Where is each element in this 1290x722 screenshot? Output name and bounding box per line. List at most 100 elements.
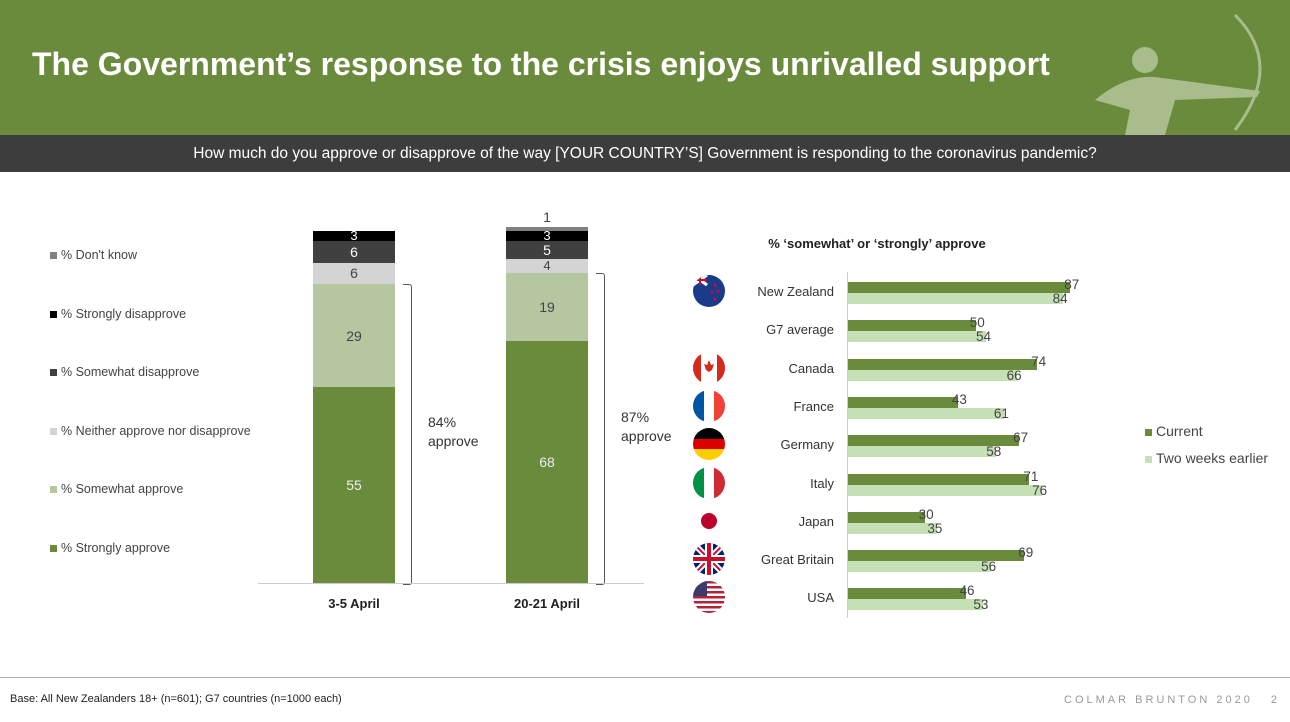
data-label: 19 xyxy=(539,299,555,316)
data-label: 30 xyxy=(918,506,934,522)
legend-swatch xyxy=(50,427,57,435)
brand-name: COLMAR BRUNTON 2020 xyxy=(1064,694,1253,706)
data-label: 61 xyxy=(993,405,1009,421)
legend-item: % Strongly disapprove xyxy=(50,307,186,321)
data-label: 6 xyxy=(350,243,358,260)
legend-item: % Strongly approve xyxy=(50,541,170,555)
country-label: Canada xyxy=(788,360,834,376)
bar-two-weeks-earlier xyxy=(848,369,1017,381)
bar-current xyxy=(848,320,976,332)
data-label: 87 xyxy=(1064,277,1080,292)
data-label: 56 xyxy=(981,559,997,575)
legend-item: Two weeks earlier xyxy=(1145,450,1268,466)
data-label: 4 xyxy=(543,258,551,274)
approve-percent: 87% xyxy=(621,409,650,426)
bar-current xyxy=(848,550,1025,562)
approve-bracket xyxy=(403,283,412,585)
us-flag-icon xyxy=(693,581,725,614)
bar-segment: 4 xyxy=(506,258,588,274)
legend-item: % Somewhat disapprove xyxy=(50,365,199,379)
legend-item: Current xyxy=(1145,423,1203,439)
approve-text: approve xyxy=(621,428,672,445)
bar-segment: 5 xyxy=(506,241,588,260)
approve-percent: 84% xyxy=(428,414,457,431)
data-label: 5 xyxy=(543,242,551,259)
jp-flag-icon xyxy=(693,504,725,537)
data-label: 50 xyxy=(969,315,985,331)
bar-segment: 55 xyxy=(313,387,395,583)
fr-flag-icon xyxy=(693,389,725,422)
legend-label: % Strongly disapprove xyxy=(61,306,187,321)
country-label: USA xyxy=(807,590,834,606)
bar-two-weeks-earlier xyxy=(848,484,1043,496)
gb-flag-icon xyxy=(693,543,725,576)
footer-divider xyxy=(0,677,1290,678)
data-label: 71 xyxy=(1023,468,1039,484)
bar-two-weeks-earlier xyxy=(848,293,1063,304)
data-label: 74 xyxy=(1031,353,1047,369)
legend-label: % Neither approve nor disapprove xyxy=(61,423,251,438)
chart-title: % ‘somewhat’ or ‘strongly’ approve xyxy=(768,236,986,251)
data-label: 3 xyxy=(543,227,551,243)
data-label: 58 xyxy=(986,444,1002,460)
bar-two-weeks-earlier xyxy=(848,522,938,534)
bar-two-weeks-earlier xyxy=(848,561,992,573)
country-label: Italy xyxy=(810,475,834,491)
data-label: 84 xyxy=(1052,291,1068,306)
data-label: 46 xyxy=(959,583,975,599)
category-label: 3-5 April xyxy=(328,596,380,611)
legend-item: % Don't know xyxy=(50,248,137,262)
bar-segment: 6 xyxy=(313,262,395,284)
bar-two-weeks-earlier xyxy=(848,599,984,611)
legend-label: % Somewhat approve xyxy=(61,482,184,497)
data-label: 53 xyxy=(973,597,989,613)
page-number: 2 xyxy=(1270,694,1280,706)
data-label: 76 xyxy=(1032,482,1048,498)
brand-footer: COLMAR BRUNTON 2020 2 xyxy=(1064,694,1280,706)
bar-current xyxy=(848,473,1030,485)
archer-logo-icon xyxy=(1095,13,1262,135)
header-banner: The Government’s response to the crisis … xyxy=(0,0,1290,135)
bar-segment: 6 xyxy=(313,241,395,263)
de-flag-icon xyxy=(693,428,725,461)
bar-segment: 1 xyxy=(506,210,588,231)
data-label: 69 xyxy=(1018,545,1034,561)
country-label: G7 average xyxy=(766,322,834,338)
country-label: Great Britain xyxy=(761,552,834,568)
bar-segment: 3 xyxy=(506,227,588,243)
it-flag-icon xyxy=(693,466,725,499)
data-label: 68 xyxy=(539,453,555,470)
bar-current xyxy=(848,358,1038,370)
y-axis xyxy=(847,272,848,618)
legend-swatch xyxy=(50,369,57,377)
legend-swatch xyxy=(50,545,57,552)
bar-segment: 19 xyxy=(506,273,588,341)
legend-label: % Don't know xyxy=(61,248,138,262)
legend-swatch xyxy=(1145,456,1152,463)
data-label: 43 xyxy=(951,391,967,407)
data-label: 6 xyxy=(350,265,358,282)
legend-swatch xyxy=(50,252,57,259)
data-label: 66 xyxy=(1006,367,1022,383)
approve-annotation: 87% approve xyxy=(621,408,672,446)
bar-segment: 29 xyxy=(313,283,395,388)
legend-swatch xyxy=(50,486,57,494)
country-label: New Zealand xyxy=(757,284,834,299)
legend-label: % Somewhat disapprove xyxy=(61,365,200,380)
legend-swatch xyxy=(50,310,57,318)
bar-segment: 3 xyxy=(313,229,395,242)
legend-swatch xyxy=(1145,429,1152,436)
nz-flag-icon xyxy=(693,275,725,307)
approve-bracket xyxy=(596,273,605,585)
data-label: 1 xyxy=(543,209,551,225)
legend-item: % Neither approve nor disapprove xyxy=(50,424,251,438)
approve-annotation: 84% approve xyxy=(428,413,479,451)
legend-label: % Strongly approve xyxy=(61,541,171,555)
survey-question: How much do you approve or disapprove of… xyxy=(0,135,1290,172)
x-axis xyxy=(258,583,644,584)
data-label: 55 xyxy=(346,477,362,494)
approve-text: approve xyxy=(428,433,479,450)
bar-two-weeks-earlier xyxy=(848,407,1004,419)
country-label: France xyxy=(793,398,834,414)
data-label: 54 xyxy=(975,329,991,345)
